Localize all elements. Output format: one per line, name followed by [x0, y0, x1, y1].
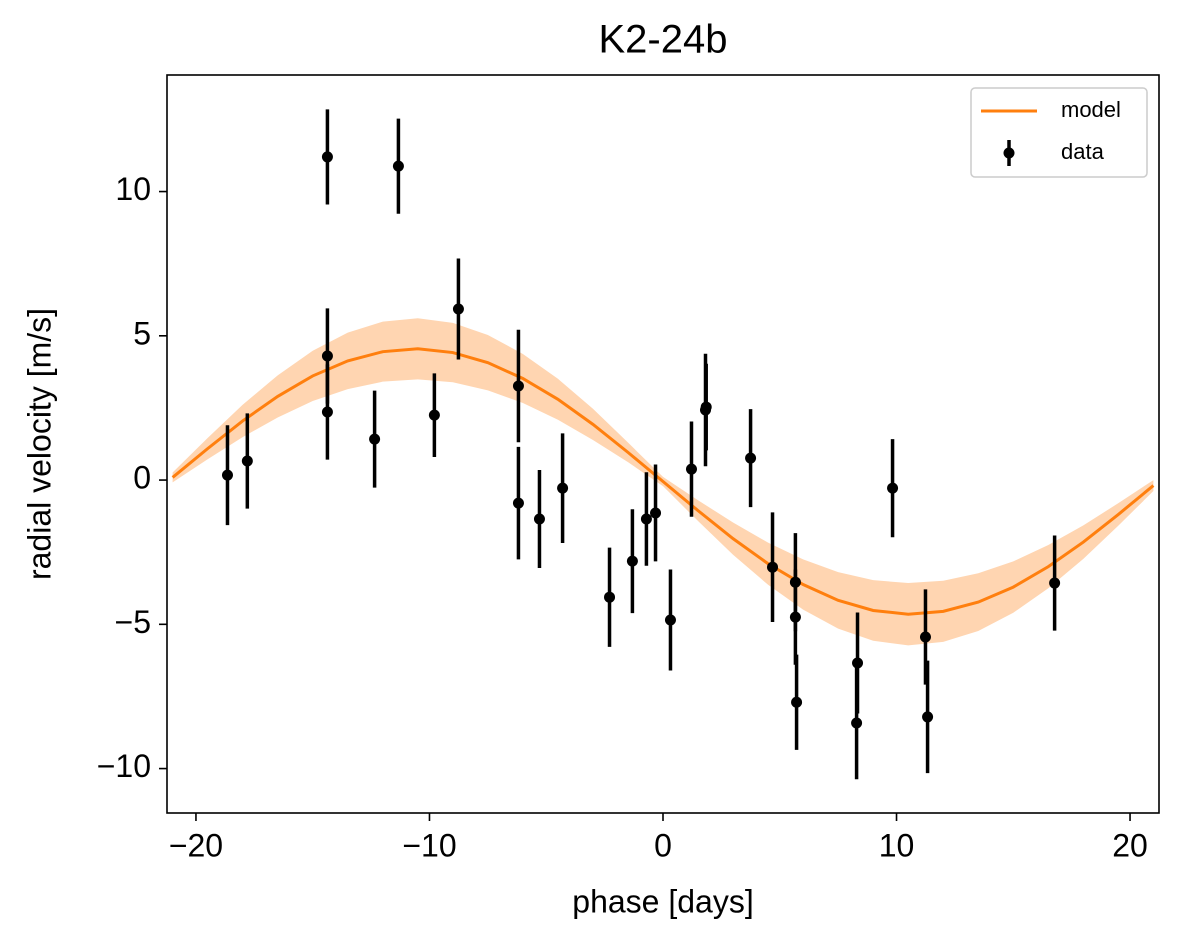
data-point: [369, 433, 381, 445]
data-point: [745, 452, 757, 464]
data-point: [241, 455, 253, 467]
y-axis-label: radial velocity [m/s]: [21, 308, 57, 580]
data-point: [321, 350, 333, 362]
data-point: [512, 380, 524, 392]
legend-marker: [1003, 147, 1015, 159]
data-point: [428, 409, 440, 421]
y-tick-label: 5: [133, 315, 151, 351]
x-tick-label: 10: [879, 827, 915, 863]
legend: model data: [970, 87, 1148, 178]
data-point: [221, 469, 233, 481]
data-point: [851, 717, 863, 729]
data-point: [452, 303, 464, 315]
data-point: [604, 591, 616, 603]
data-point: [685, 463, 697, 475]
data-point: [392, 160, 404, 172]
data-point: [700, 401, 712, 413]
data-point: [512, 497, 524, 509]
data-point: [626, 555, 638, 567]
data-point: [664, 614, 676, 626]
y-tick-label: 0: [133, 460, 151, 496]
y-tick-label: −5: [115, 604, 151, 640]
data-point: [321, 406, 333, 418]
data-point: [919, 631, 931, 643]
legend-label: model: [1061, 97, 1121, 122]
data-point: [789, 611, 801, 623]
data-point: [791, 696, 803, 708]
x-axis-label: phase [days]: [572, 883, 753, 919]
data-point: [321, 151, 333, 163]
data-point: [922, 711, 934, 723]
model-line: [171, 347, 1155, 616]
data-point: [767, 561, 779, 573]
data-point: [533, 513, 545, 525]
y-tick-label: 10: [115, 171, 151, 207]
data-point: [650, 507, 662, 519]
data-point: [640, 513, 652, 525]
data-point: [557, 482, 569, 494]
y-tick-label: −10: [97, 748, 151, 784]
x-tick-label: 20: [1112, 827, 1148, 863]
x-tick-label: −20: [169, 827, 223, 863]
data-point: [1049, 577, 1061, 589]
data-point: [852, 657, 864, 669]
data-point: [887, 482, 899, 494]
chart-title: K2-24b: [599, 18, 728, 62]
x-tick-label: −10: [402, 827, 456, 863]
legend-label: data: [1061, 139, 1105, 164]
x-tick-label: 0: [654, 827, 672, 863]
